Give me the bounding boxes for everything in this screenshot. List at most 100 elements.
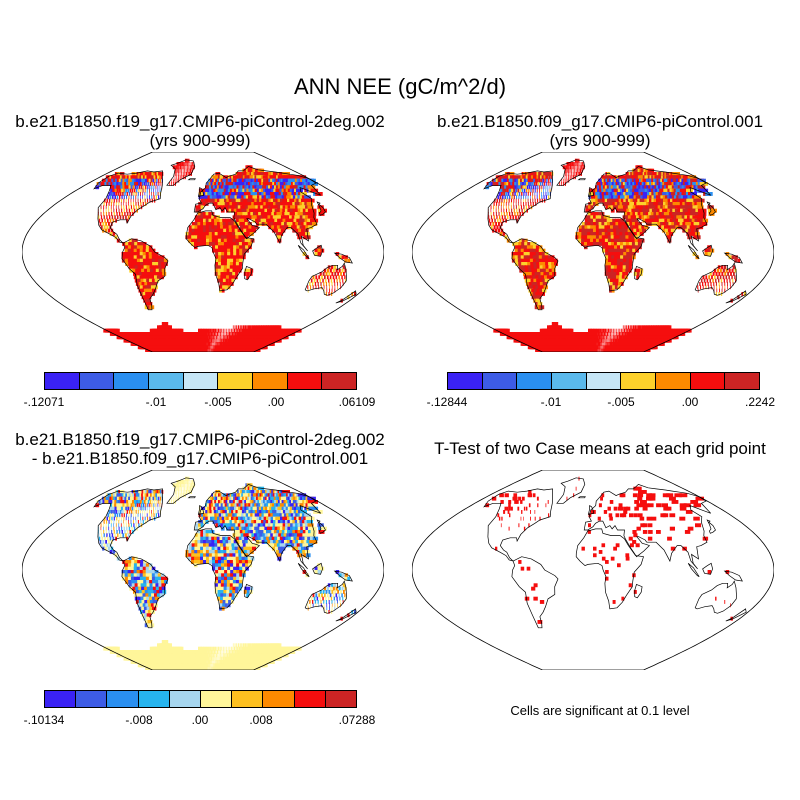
map-cell [611,342,613,346]
map-cell [187,162,188,166]
map-cell [274,225,279,230]
map-cell [722,275,725,280]
map-cell [517,255,522,260]
map-cell [143,278,148,283]
map-cell [145,178,147,183]
map-cell [612,342,615,346]
map-cell [617,338,619,343]
map-cell [597,345,599,350]
map-cell [138,182,140,186]
map-cell [603,335,605,340]
map-cell [219,328,221,333]
map-cell [631,202,636,206]
map-cell [204,342,206,346]
map-cell [618,228,623,233]
map-cell [344,255,348,260]
map-cell [527,198,529,203]
map-cell [143,262,148,266]
map-cell [535,245,540,250]
map-cell [244,325,246,330]
map-cell [110,188,113,193]
map-cell [250,212,255,216]
map-cell [188,168,190,173]
map-cell [99,222,102,226]
map-cell [530,202,532,206]
map-cell [642,328,646,333]
map-cell [599,328,602,333]
map-cell [715,292,717,296]
map-cell [116,188,119,193]
map-cell [217,278,221,283]
map-cell [617,248,621,253]
map-cell [240,332,243,336]
map-cell [194,218,198,223]
map-cell [624,328,626,333]
map-cell [116,185,119,190]
map-cell [310,212,317,216]
map-cell [135,268,140,273]
map-cell [211,342,213,346]
map-cell [630,328,632,333]
map-cell [249,328,252,333]
map-cell [140,265,145,270]
map-cell [150,272,155,276]
map-cell [149,288,154,293]
map-cell [121,252,126,256]
map-cell [502,218,505,223]
map-cell [222,225,227,230]
map-cell [200,335,203,340]
map-cell [143,242,147,246]
map-cell [317,248,322,253]
map-cell [121,195,123,200]
map-cell [323,288,325,293]
map-cell [260,218,266,223]
map-cell [201,332,204,336]
map-cell [694,195,701,200]
map-cell [322,272,325,276]
map-cell [517,215,520,220]
map-cell [141,172,145,176]
map-cell [515,242,519,246]
map-cell [541,192,542,196]
map-cell [588,332,591,336]
map-cell [523,178,527,183]
map-cell [208,215,212,220]
map-cell [229,238,234,243]
map-cell [226,275,230,280]
map-cell [589,332,593,336]
map-cell [700,278,703,283]
map-cell [594,345,596,350]
map-cell [223,235,228,240]
map-cell [111,215,114,220]
map-cell [657,208,662,213]
map-cell [194,232,198,236]
map-cell [340,298,343,303]
map-cell [529,245,534,250]
map-cell [228,335,230,340]
map-cell [665,228,670,233]
map-cell [618,338,620,343]
map-cell [619,235,624,240]
map-cell [219,222,224,226]
map-cell [159,275,164,280]
map-cell [249,228,254,233]
map-cell [543,175,546,180]
map-cell [264,208,270,213]
map-cell [215,258,219,263]
map-cell [315,285,317,290]
map-cell [488,215,490,220]
map-cell [323,282,325,286]
map-cell [182,165,184,170]
map-cell [605,252,609,256]
map-cell [521,242,525,246]
map-cell [144,192,146,196]
map-cell [492,182,497,186]
map-cell [623,198,628,203]
map-cell [126,218,129,223]
map-cell [644,328,647,333]
map-cell [241,325,243,330]
map-cell [124,248,129,253]
map-cell [200,342,203,346]
map-cell [635,212,640,216]
map-cell [306,235,311,240]
